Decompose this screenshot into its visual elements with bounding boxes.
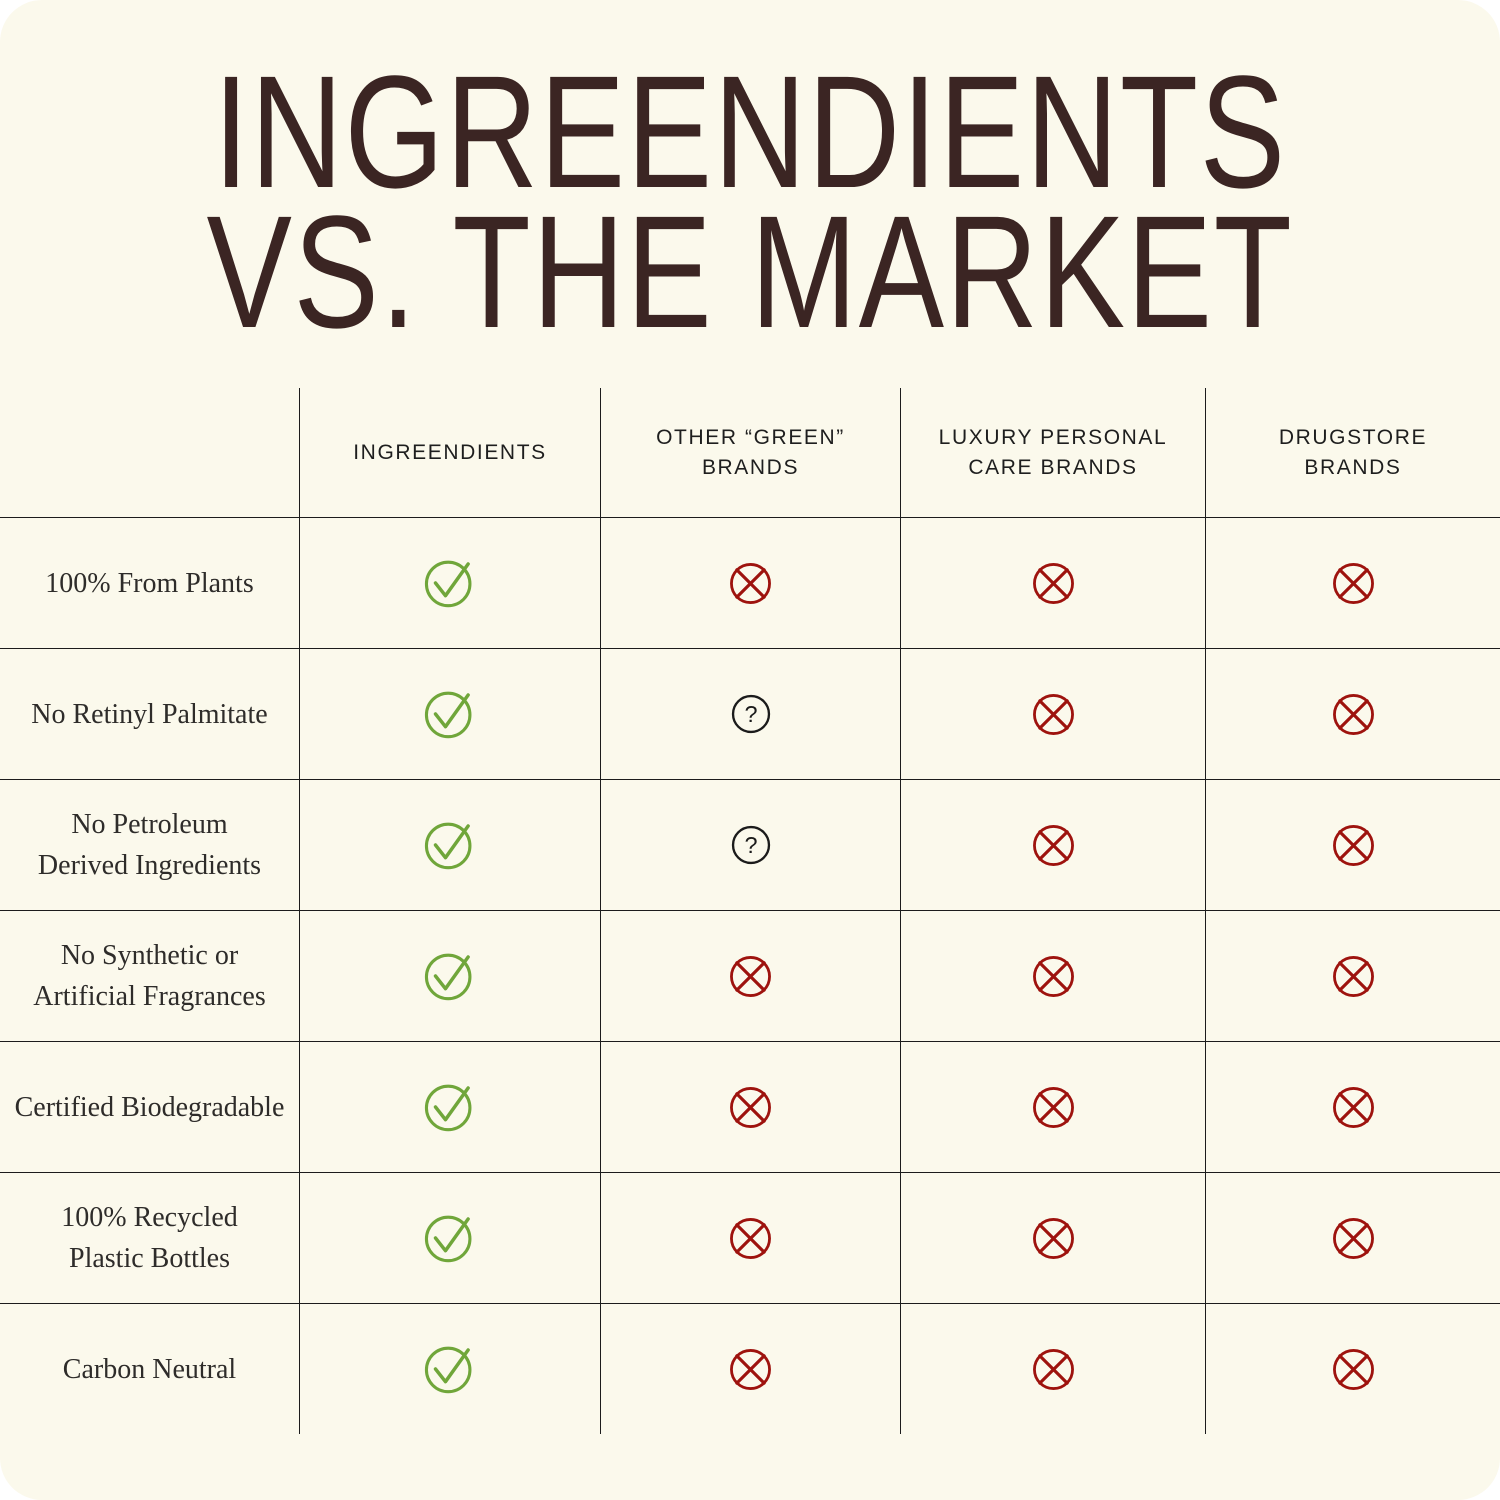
row-label: No Retinyl Palmitate bbox=[0, 649, 300, 779]
table-cell-question: ? bbox=[601, 649, 901, 779]
table-cell-cross bbox=[601, 518, 901, 648]
cross-icon bbox=[730, 1348, 771, 1390]
check-icon bbox=[424, 1084, 472, 1132]
cross-icon bbox=[1032, 955, 1074, 997]
table-cell-cross bbox=[901, 1173, 1206, 1303]
table-cell-cross bbox=[601, 1042, 901, 1172]
row-label: 100% From Plants bbox=[0, 518, 300, 648]
question-icon: ? bbox=[731, 825, 770, 865]
check-icon bbox=[424, 1215, 472, 1263]
cross-icon bbox=[1332, 693, 1374, 735]
check-icon bbox=[424, 691, 472, 739]
title-line-2: VS. THE MARKET bbox=[206, 182, 1294, 361]
table-cell-cross bbox=[901, 518, 1206, 648]
table-cell-cross bbox=[1206, 649, 1500, 779]
column-header-label: INGREENDIENTS bbox=[353, 440, 547, 464]
table-cell-cross bbox=[1206, 1042, 1500, 1172]
comparison-table: INGREENDIENTS OTHER “GREEN” BRANDS LUXURY P… bbox=[0, 388, 1500, 1434]
table-cell-cross bbox=[901, 649, 1206, 779]
cross-icon bbox=[1332, 1348, 1374, 1390]
table-row: 100% Recycled Plastic Bottles bbox=[0, 1172, 1500, 1303]
table-cell-cross bbox=[1206, 780, 1500, 910]
cross-icon bbox=[1332, 1217, 1374, 1259]
svg-text:?: ? bbox=[744, 832, 757, 858]
table-cell-check bbox=[300, 1042, 601, 1172]
column-header-label: DRUGSTORE BRANDS bbox=[1278, 425, 1428, 479]
cross-icon bbox=[1032, 1086, 1074, 1128]
table-cell-cross bbox=[1206, 1304, 1500, 1434]
table-cell-check bbox=[300, 780, 601, 910]
column-header-label: LUXURY PERSONAL CARE BRANDS bbox=[938, 425, 1168, 479]
table-row: Carbon Neutral bbox=[0, 1303, 1500, 1434]
table-row: No Petroleum Derived Ingredients? bbox=[0, 779, 1500, 910]
cross-icon bbox=[1032, 693, 1074, 735]
row-label: No Synthetic or Artificial Fragrances bbox=[0, 911, 300, 1041]
table-cell-check bbox=[300, 649, 601, 779]
cross-icon bbox=[730, 955, 771, 997]
column-header-other-green-brands: OTHER “GREEN” BRANDS bbox=[601, 388, 901, 517]
column-header-luxury-personal-care-brands: LUXURY PERSONAL CARE BRANDS bbox=[901, 388, 1206, 517]
table-cell-cross bbox=[901, 1042, 1206, 1172]
row-label-text: No Retinyl Palmitate bbox=[31, 698, 268, 730]
row-label-text: No Petroleum Derived Ingredients bbox=[37, 809, 262, 881]
page-title: INGREENDIENTS VS. THE MARKET bbox=[150, 42, 1350, 361]
table-cell-check bbox=[300, 518, 601, 648]
table-cell-cross bbox=[601, 1304, 901, 1434]
table-row: No Retinyl Palmitate? bbox=[0, 648, 1500, 779]
table-cell-cross bbox=[1206, 518, 1500, 648]
table-cell-cross bbox=[601, 1173, 901, 1303]
table-cell-check bbox=[300, 1173, 601, 1303]
table-row: 100% From Plants bbox=[0, 517, 1500, 648]
table-cell-check bbox=[300, 1304, 601, 1434]
row-label: 100% Recycled Plastic Bottles bbox=[0, 1173, 300, 1303]
row-label-text: 100% From Plants bbox=[45, 567, 254, 599]
table-cell-check bbox=[300, 911, 601, 1041]
cross-icon bbox=[1032, 1348, 1074, 1390]
row-label: No Petroleum Derived Ingredients bbox=[0, 780, 300, 910]
cross-icon bbox=[1332, 824, 1374, 866]
cross-icon bbox=[1332, 562, 1374, 604]
column-header-label: OTHER “GREEN” BRANDS bbox=[656, 425, 845, 479]
table-row: No Synthetic or Artificial Fragrances bbox=[0, 910, 1500, 1041]
check-icon bbox=[424, 560, 472, 608]
column-header-ingreendients: INGREENDIENTS bbox=[300, 388, 601, 517]
cross-icon bbox=[1332, 955, 1374, 997]
table-header-row: INGREENDIENTS OTHER “GREEN” BRANDS LUXURY P… bbox=[0, 388, 1500, 517]
row-label-text: Certified Biodegradable bbox=[14, 1091, 285, 1123]
table-cell-cross bbox=[1206, 1173, 1500, 1303]
cross-icon bbox=[730, 1217, 771, 1259]
table-cell-cross bbox=[1206, 911, 1500, 1041]
table-cell-cross bbox=[901, 780, 1206, 910]
cross-icon bbox=[730, 562, 771, 604]
table-cell-cross bbox=[901, 911, 1206, 1041]
row-label-text: Carbon Neutral bbox=[62, 1353, 237, 1385]
table-cell-cross bbox=[901, 1304, 1206, 1434]
row-label: Carbon Neutral bbox=[0, 1304, 300, 1434]
cross-icon bbox=[730, 1086, 771, 1128]
table-row: Certified Biodegradable bbox=[0, 1041, 1500, 1172]
table-cell-question: ? bbox=[601, 780, 901, 910]
svg-text:?: ? bbox=[744, 701, 757, 727]
row-label-text: No Synthetic or Artificial Fragrances bbox=[33, 940, 266, 1012]
title-line-1: INGREENDIENTS bbox=[213, 42, 1287, 221]
check-icon bbox=[424, 1346, 472, 1394]
check-icon bbox=[424, 822, 472, 870]
question-icon: ? bbox=[731, 694, 770, 734]
table-cell-cross bbox=[601, 911, 901, 1041]
cross-icon bbox=[1032, 1217, 1074, 1259]
cross-icon bbox=[1332, 1086, 1374, 1128]
row-label-text: 100% Recycled Plastic Bottles bbox=[61, 1202, 238, 1274]
header-spacer-cell bbox=[0, 388, 300, 517]
row-label: Certified Biodegradable bbox=[0, 1042, 300, 1172]
check-icon bbox=[424, 953, 472, 1001]
cross-icon bbox=[1032, 562, 1074, 604]
column-header-drugstore-brands: DRUGSTORE BRANDS bbox=[1206, 388, 1500, 517]
cross-icon bbox=[1032, 824, 1074, 866]
